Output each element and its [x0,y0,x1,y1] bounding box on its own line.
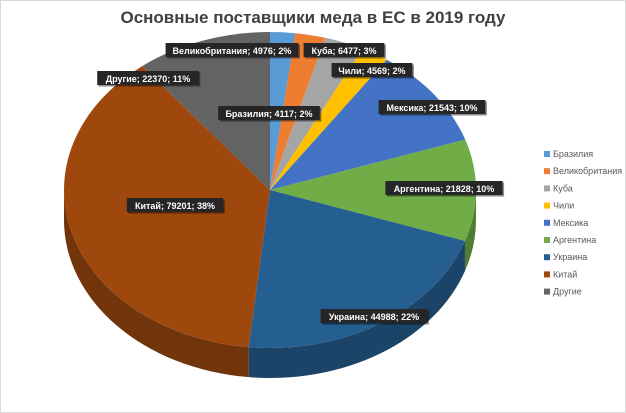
pie-data-labels: Бразилия; 4117; 2% Великобритания; 4976; … [97,43,505,325]
legend-item-китай: Китай [544,269,577,279]
slice-аргентина [270,139,476,242]
svg-text:Чили; 4569; 2%: Чили; 4569; 2% [338,66,405,76]
svg-text:Аргентина: Аргентина [553,235,596,245]
data-label-украина: Украина; 44988; 22% [320,309,429,325]
data-label-чили: Чили; 4569; 2% [331,63,414,79]
legend-item-аргентина: Аргентина [544,235,596,245]
svg-text:Мексика; 21543; 10%: Мексика; 21543; 10% [387,103,478,113]
data-label-куба: Куба; 6477; 3% [303,43,386,59]
svg-text:Куба; 6477; 3%: Куба; 6477; 3% [311,46,376,56]
slice-мексика [270,59,466,191]
svg-text:Китай: Китай [553,269,577,279]
slice-чили [270,48,387,191]
legend-item-украина: Украина [544,252,587,262]
legend-item-куба: Куба [544,183,573,193]
svg-text:Великобритания: Великобритания [553,166,622,176]
svg-text:Куба: Куба [553,183,573,193]
legend-item-чили: Чили [544,201,574,211]
svg-text:Аргентина; 21828; 10%: Аргентина; 21828; 10% [394,184,495,194]
legend-item-другие: Другие [544,287,582,297]
chart-title: Основные поставщики меда в ЕС в 2019 год… [120,8,506,27]
svg-text:Мексика: Мексика [553,218,588,228]
data-label-великобритания: Великобритания; 4976; 2% [165,43,300,59]
data-label-другие: Другие; 22370; 11% [97,71,201,87]
data-label-аргентина: Аргентина; 21828; 10% [385,181,505,197]
svg-text:Китай; 79201; 38%: Китай; 79201; 38% [135,201,215,211]
slice-украина [248,190,465,348]
data-label-китай: Китай; 79201; 38% [126,198,225,214]
data-label-бразилия: Бразилия; 4117; 2% [218,106,322,122]
data-label-мексика: Мексика; 21543; 10% [378,100,487,116]
svg-text:Другие; 22370; 11%: Другие; 22370; 11% [106,74,191,84]
svg-text:Чили: Чили [553,201,574,211]
side-аргентина [464,190,476,272]
svg-text:Бразилия: Бразилия [553,149,593,159]
svg-text:Великобритания; 4976; 2%: Великобритания; 4976; 2% [173,46,292,56]
legend: Бразилия Великобритания Куба Чили Мексика Арг… [544,149,622,297]
svg-text:Другие: Другие [553,287,582,297]
legend-item-великобритания: Великобритания [544,166,622,176]
svg-text:Украина; 44988; 22%: Украина; 44988; 22% [329,312,419,322]
legend-item-мексика: Мексика [544,218,588,228]
svg-text:Бразилия; 4117; 2%: Бразилия; 4117; 2% [225,109,312,119]
side-китай [64,190,249,378]
svg-text:Украина: Украина [553,252,587,262]
legend-item-бразилия: Бразилия [544,149,593,159]
